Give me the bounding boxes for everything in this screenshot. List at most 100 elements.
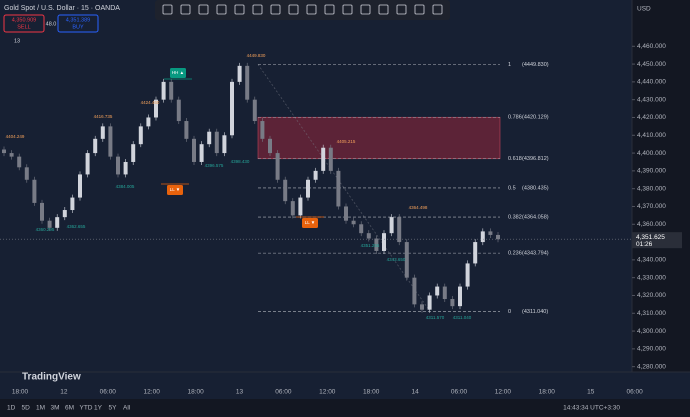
x-tick-label: 15 — [587, 389, 595, 396]
x-tick-label: 12:00 — [319, 389, 336, 396]
fib-ratio: 0 — [508, 309, 511, 315]
candle — [328, 147, 333, 171]
y-tick-label: 4,380.000 — [637, 185, 666, 192]
marker: HH ▲ — [172, 70, 184, 75]
marker: LL ▼ — [170, 187, 181, 192]
candle — [93, 138, 98, 154]
tool-icon[interactable] — [414, 4, 425, 15]
currency[interactable]: USD — [637, 6, 651, 13]
tool-icon[interactable] — [252, 4, 263, 15]
tool-icon[interactable] — [288, 4, 299, 15]
indicator-count[interactable]: 13 — [14, 38, 20, 44]
buy-price: 4,351.389 — [66, 17, 90, 23]
marker-box — [170, 68, 186, 78]
spread: 48.0 — [46, 21, 57, 27]
brand: TradingView — [22, 372, 81, 383]
candle — [192, 138, 196, 162]
toolbar — [155, 0, 450, 20]
candle — [290, 201, 295, 216]
tool-icon[interactable] — [234, 4, 245, 15]
symbol-title: Gold Spot / U.S. Dollar · 15 · OANDA — [4, 5, 120, 12]
price-annotation: 4404.249 — [6, 134, 25, 139]
candle — [169, 81, 174, 100]
price-annotation: 4311.570 — [426, 315, 445, 320]
candle — [32, 179, 37, 203]
tool-icon[interactable] — [378, 4, 389, 15]
range-button[interactable]: 1D — [7, 405, 16, 412]
price-annotation: 4424.460 — [141, 100, 160, 105]
countdown: 01:26 — [636, 241, 653, 248]
candle — [245, 65, 250, 100]
candle — [374, 238, 379, 251]
x-tick-label: 12:00 — [144, 389, 161, 396]
range-button[interactable]: 6M — [65, 405, 74, 412]
range-button[interactable]: 5Y — [109, 405, 118, 412]
candle — [199, 144, 204, 162]
y-tick-label: 4,440.000 — [637, 79, 666, 86]
x-tick-label: 13 — [236, 389, 244, 396]
tool-icon[interactable] — [432, 4, 443, 15]
x-tick-label: 06:00 — [100, 389, 117, 396]
y-tick-label: 4,420.000 — [637, 114, 666, 121]
y-tick-label: 4,330.000 — [637, 274, 666, 281]
y-tick-label: 4,460.000 — [637, 43, 666, 50]
y-tick-label: 4,370.000 — [637, 203, 666, 210]
price-annotation: 4311.040 — [453, 315, 472, 320]
range-button[interactable]: 5D — [22, 405, 31, 412]
candle — [9, 153, 14, 157]
range-button[interactable]: 1Y — [94, 405, 103, 412]
candle — [382, 233, 386, 251]
tool-icon[interactable] — [162, 4, 173, 15]
tool-icon[interactable] — [216, 4, 227, 15]
candle — [458, 286, 462, 307]
x-tick-label: 18:00 — [539, 389, 556, 396]
current-price: 4,351.625 — [636, 234, 665, 241]
candle — [2, 149, 6, 154]
marker: LL ▼ — [305, 220, 316, 225]
tool-icon[interactable] — [324, 4, 335, 15]
tool-icon[interactable] — [180, 4, 191, 15]
candle — [412, 277, 417, 305]
buy-label: BUY — [72, 24, 84, 30]
tool-icon[interactable] — [342, 4, 353, 15]
y-tick-label: 4,290.000 — [637, 346, 666, 353]
candle — [366, 233, 371, 239]
buy-button[interactable] — [57, 14, 99, 33]
candle — [222, 135, 227, 154]
price-annotation: 4362.655 — [67, 224, 86, 229]
sell-price: 4,350.909 — [12, 17, 36, 23]
sell-button[interactable] — [3, 14, 45, 33]
candle — [131, 144, 136, 162]
candle — [442, 286, 447, 300]
candle — [55, 217, 60, 228]
tool-icon[interactable] — [396, 4, 407, 15]
price-annotation: 4396.575 — [205, 163, 224, 168]
candle — [496, 234, 500, 240]
range-button[interactable]: YTD — [80, 405, 93, 412]
fib-ratio: 1 — [508, 62, 511, 68]
price-annotation: 4364.498 — [409, 205, 428, 210]
tool-icon[interactable] — [306, 4, 317, 15]
x-tick-label: 12:00 — [495, 389, 512, 396]
x-tick-label: 18:00 — [187, 389, 204, 396]
candle — [260, 121, 265, 139]
candle — [40, 202, 44, 221]
range-button[interactable]: 1M — [36, 405, 45, 412]
candle — [184, 121, 189, 139]
supply-zone — [257, 116, 501, 160]
candle — [344, 206, 348, 221]
candle — [47, 220, 52, 228]
range-button[interactable]: All — [123, 405, 131, 412]
fib-ratio: 0.786 — [508, 115, 522, 121]
clock: 14:43:34 UTC+3:30 — [563, 405, 620, 412]
range-button[interactable]: 3M — [51, 405, 60, 412]
tool-icon[interactable] — [270, 4, 281, 15]
tool-icon[interactable] — [198, 4, 209, 15]
candle — [62, 210, 67, 218]
tool-icon[interactable] — [360, 4, 371, 15]
candle — [123, 161, 128, 175]
candle — [427, 295, 432, 310]
price-annotation: 4449.830 — [247, 53, 266, 58]
x-tick-label: 18:00 — [12, 389, 29, 396]
